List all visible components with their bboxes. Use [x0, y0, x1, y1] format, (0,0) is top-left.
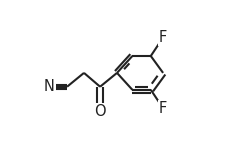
Text: F: F	[159, 30, 167, 45]
Text: O: O	[94, 104, 106, 119]
Text: F: F	[159, 101, 167, 116]
Text: N: N	[44, 79, 55, 94]
